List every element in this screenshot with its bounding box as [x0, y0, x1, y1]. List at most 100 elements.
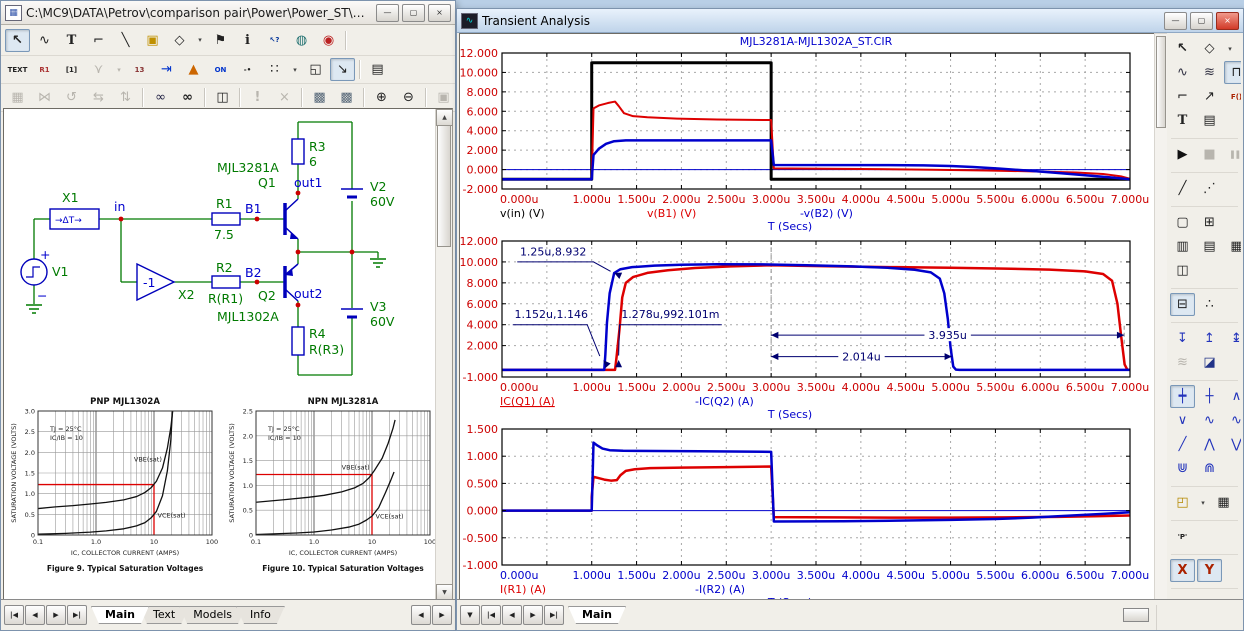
text-tool-icon[interactable]: T [66, 32, 77, 48]
accumulate-dropdown-icon[interactable]: ▾ [1201, 498, 1205, 507]
ramp-mode-icon[interactable]: ↗ [1204, 89, 1215, 104]
tab-info[interactable]: Info [236, 606, 285, 624]
shape-tool-icon[interactable]: ◇ [174, 32, 185, 48]
page-nav-button[interactable]: |◀ [4, 605, 24, 625]
page-nav-button[interactable]: |◀ [481, 605, 501, 625]
schematic-vertical-scrollbar[interactable]: ▲ ▼ [435, 109, 453, 601]
zoom-in-button-icon[interactable]: ⊕ [376, 90, 387, 105]
stacked-waves-mode-icon[interactable]: ≋ [1204, 65, 1215, 80]
legend--v-b2-v-[interactable]: -v(B2) (V) [800, 207, 853, 220]
plot-panel[interactable]: MJL3281A-MJL1302A_ST.CIR 12.000 10.000 8.0… [459, 33, 1155, 604]
polyline-tool-icon[interactable]: ⋰ [1203, 181, 1216, 196]
scroll-up-arrow-icon[interactable]: ▲ [436, 109, 453, 126]
horizontal-scroll-button[interactable]: ▶ [432, 605, 452, 625]
cursor-global-high-button-icon[interactable]: ⋀ [1204, 437, 1215, 452]
copy-window-button-icon[interactable]: ▩ [340, 90, 353, 105]
copy-picture-button-icon[interactable]: ▩ [313, 90, 326, 105]
scrollbar-thumb[interactable] [437, 125, 451, 247]
y-scale-button-icon[interactable]: Y [1197, 559, 1222, 582]
tab-main[interactable]: Main [568, 606, 626, 624]
transient-plot-collector-current[interactable]: 12.000 10.000 8.000 6.000 4.000 2.000 -1.0000.… [460, 235, 1152, 421]
cursor-valley-button-icon[interactable]: ∨ [1177, 413, 1188, 428]
grid-box-tool-icon[interactable]: ⊞ [1204, 215, 1215, 230]
page-nav-button[interactable]: ▶ [523, 605, 543, 625]
horizontal-grid-toggle-icon[interactable]: ▤ [1203, 239, 1216, 254]
schematic-canvas[interactable]: X1 →ΔT→ in V1 + − -1 X2 R1 7.5 B1 R2 R(R1) B2 MJL3281A… [3, 108, 453, 602]
shape-dropdown-icon[interactable]: ▾ [1228, 44, 1232, 53]
dashed-box-tool-icon[interactable]: ▢ [1176, 215, 1189, 230]
info-tool-icon[interactable]: i [245, 32, 250, 48]
accumulate-plots-button-icon[interactable]: ◰ [1176, 495, 1189, 510]
cursor-top-button-icon[interactable]: ⋒ [1204, 461, 1215, 476]
legend-ic-q1-a-[interactable]: IC(Q1) (A) [500, 395, 555, 408]
select-tool-icon[interactable]: ↖ [1177, 41, 1188, 56]
exit-analysis-tool-icon[interactable]: ◉ [322, 32, 335, 48]
schematic-window-titlebar[interactable]: ▦ C:\MC9\DATA\Petrov\comparison pair\Pow… [1, 1, 455, 25]
zoom-out-button-icon[interactable]: ⊖ [403, 90, 414, 105]
properties-button-icon[interactable]: ▤ [371, 62, 384, 77]
page-nav-button[interactable]: ▼ [460, 605, 480, 625]
condition-display-toggle-icon[interactable]: ON [214, 65, 227, 74]
page-nav-button[interactable]: ◀ [25, 605, 45, 625]
attribute-display-toggle-icon[interactable]: R1 [39, 65, 50, 74]
tab-text[interactable]: Text [139, 606, 189, 624]
cursor-next-button-icon[interactable]: ┿ [1170, 385, 1195, 408]
properties-button-icon[interactable]: ▤ [1203, 113, 1216, 128]
page-nav-button[interactable]: ▶ [46, 605, 66, 625]
periodic-steady-state-button-icon[interactable]: 'P' [1177, 532, 1188, 541]
step-mode-icon[interactable]: ⌐ [1177, 89, 1188, 104]
cursor-slope-button-icon[interactable]: ╱ [1178, 437, 1187, 452]
minimize-button[interactable]: — [376, 3, 399, 22]
node-snap-toggle-icon[interactable]: -• [243, 65, 252, 74]
watch-window-button-icon[interactable]: ◫ [216, 90, 229, 105]
maximize-button[interactable]: ▢ [1190, 11, 1213, 30]
maximize-button[interactable]: ▢ [402, 3, 425, 22]
cursor-low-button-icon[interactable]: ∿ [1231, 413, 1241, 428]
grid-toggle-icon[interactable]: ∷ [270, 62, 279, 77]
component-tool-icon[interactable]: ▣ [146, 32, 159, 48]
select-tool-icon[interactable]: ↖ [5, 28, 30, 52]
flag-tool-icon[interactable]: ⚑ [214, 32, 227, 48]
numeric-output-button-icon[interactable]: ▦ [1217, 495, 1230, 510]
power-display-toggle-icon[interactable]: ▲ [188, 62, 199, 77]
text-display-toggle-icon[interactable]: TEXT [7, 65, 28, 74]
line-tool-icon[interactable]: ╲ [121, 32, 130, 48]
help-mode-tool-icon[interactable]: ↖? [269, 36, 280, 44]
cursor-bottom-button-icon[interactable]: ⋓ [1177, 461, 1188, 476]
grid-dropdown-icon[interactable]: ▾ [293, 65, 297, 74]
page-nav-button[interactable]: ▶| [544, 605, 564, 625]
tag-horizontal-button-icon[interactable]: ↥ [1204, 331, 1215, 346]
legend--ic-q2-a-[interactable]: -IC(Q2) (A) [695, 395, 754, 408]
shape-dropdown-icon[interactable]: ▾ [198, 36, 202, 44]
node-numbers-toggle-icon[interactable]: [1] [65, 65, 78, 74]
tab-main[interactable]: Main [91, 606, 149, 624]
tab-models[interactable]: Models [179, 606, 246, 624]
line-tool-icon[interactable]: ╱ [1178, 181, 1187, 196]
formula-mode-icon[interactable]: F() [1230, 92, 1241, 101]
wire-tool-icon[interactable]: ∿ [39, 32, 50, 48]
close-button[interactable]: × [1216, 11, 1239, 30]
schematic-drawing[interactable]: X1 →ΔT→ in V1+ − -1 X2 R1 7.5 B1 R2 R(R1)B2 MJL3281A… [4, 109, 439, 602]
scrollbar-thumb[interactable] [1156, 36, 1166, 128]
full-grid-toggle-icon[interactable]: ▦ [1230, 239, 1241, 254]
baseline-toggle-icon[interactable]: ⊟ [1170, 293, 1195, 316]
tag-vertical-button-icon[interactable]: ↧ [1177, 331, 1188, 346]
horizontal-scroll-button[interactable]: ◀ [411, 605, 431, 625]
pulse-mode-icon[interactable]: ⊓ [1224, 61, 1241, 84]
sine-mode-icon[interactable]: ∿ [1177, 65, 1188, 80]
shape-tool-icon[interactable]: ◇ [1204, 41, 1215, 56]
split-window-toggle-icon[interactable]: ◱ [309, 62, 322, 77]
cursor-single-button-icon[interactable]: ┼ [1205, 389, 1214, 404]
current-display-toggle-icon[interactable]: ⇥ [161, 62, 172, 77]
cursor-global-low-button-icon[interactable]: ⋁ [1231, 437, 1241, 452]
plot-vertical-scrollbar[interactable] [1154, 33, 1168, 604]
find-button-icon[interactable]: ∞ [182, 90, 193, 105]
legend-v-b1-v-[interactable]: v(B1) (V) [647, 207, 696, 220]
transient-plot-voltage[interactable]: 12.000 10.000 8.000 6.000 4.000 2.000 0.000 -2.… [460, 47, 1152, 233]
vertical-grid-toggle-icon[interactable]: ▥ [1176, 239, 1189, 254]
minimize-button[interactable]: — [1164, 11, 1187, 30]
run-button-icon[interactable]: ▶ [1177, 147, 1188, 162]
x-scale-button-icon[interactable]: X [1170, 559, 1195, 582]
pin-numbers-toggle-icon[interactable]: 13 [134, 65, 145, 74]
